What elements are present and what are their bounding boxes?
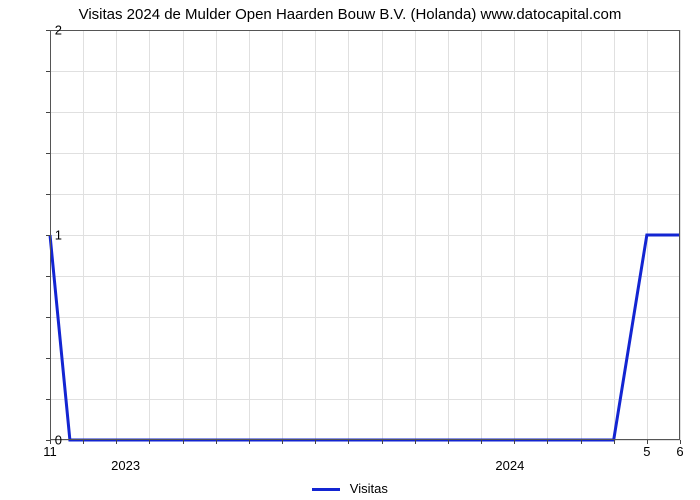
y-minor-tick: [46, 235, 50, 236]
x-tick-label: 11: [43, 444, 57, 459]
y-tick-label: 1: [22, 228, 62, 243]
y-minor-tick: [46, 358, 50, 359]
y-minor-tick: [46, 399, 50, 400]
x-minor-tick: [481, 440, 482, 444]
x-minor-tick: [116, 440, 117, 444]
x-minor-tick: [614, 440, 615, 444]
y-minor-tick: [46, 276, 50, 277]
x-minor-tick: [382, 440, 383, 444]
legend: Visitas: [0, 481, 700, 496]
y-minor-tick: [46, 71, 50, 72]
x-minor-tick: [581, 440, 582, 444]
x-minor-tick: [315, 440, 316, 444]
x-minor-tick: [282, 440, 283, 444]
x-minor-tick: [249, 440, 250, 444]
x-minor-tick: [149, 440, 150, 444]
x-minor-tick: [83, 440, 84, 444]
x-tick-label: 5: [643, 444, 650, 459]
x-minor-tick: [547, 440, 548, 444]
visits-chart: Visitas 2024 de Mulder Open Haarden Bouw…: [0, 0, 700, 500]
x-group-label: 2023: [111, 458, 140, 473]
y-minor-tick: [46, 317, 50, 318]
y-minor-tick: [46, 112, 50, 113]
y-minor-tick: [46, 30, 50, 31]
legend-label: Visitas: [350, 481, 388, 496]
x-tick-label: 6: [676, 444, 683, 459]
x-group-label: 2024: [495, 458, 524, 473]
grid-v: [680, 30, 681, 440]
x-minor-tick: [183, 440, 184, 444]
x-minor-tick: [348, 440, 349, 444]
y-tick-label: 2: [22, 23, 62, 38]
y-minor-tick: [46, 194, 50, 195]
plot-area: [50, 30, 680, 440]
x-minor-tick: [448, 440, 449, 444]
legend-swatch: [312, 488, 340, 491]
y-minor-tick: [46, 153, 50, 154]
chart-title: Visitas 2024 de Mulder Open Haarden Bouw…: [0, 6, 700, 23]
x-minor-tick: [216, 440, 217, 444]
plot-border: [50, 30, 680, 440]
x-minor-tick: [415, 440, 416, 444]
x-minor-tick: [514, 440, 515, 444]
